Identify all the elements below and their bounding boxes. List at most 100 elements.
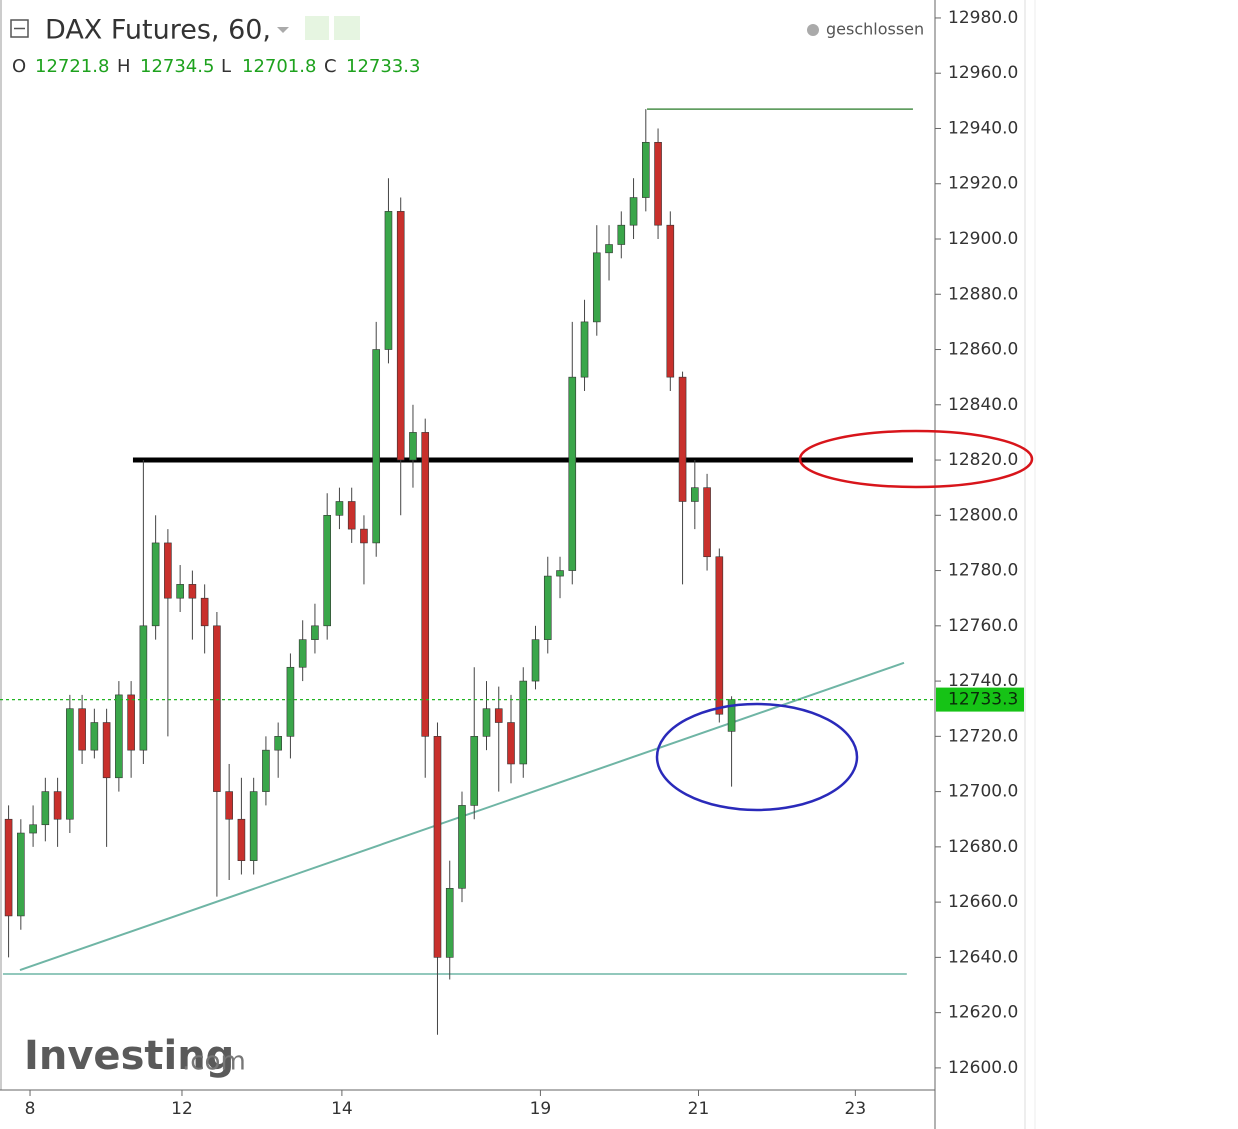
x-tick-label: 19: [530, 1099, 552, 1119]
candle-body: [678, 376, 687, 502]
candle-body: [654, 141, 662, 226]
candle-body: [372, 349, 381, 544]
candle-body: [445, 888, 454, 958]
candle-body: [641, 141, 650, 198]
candle-body: [433, 736, 442, 958]
candle-body: [323, 514, 331, 627]
ohlc-label: O: [12, 56, 26, 77]
chart-title: DAX Futures, 60,: [45, 15, 271, 46]
watermark: Investing: [24, 1033, 234, 1079]
plot: [0, 108, 935, 1035]
y-tick-label: 12960.0: [948, 63, 1018, 83]
candle-body: [311, 625, 319, 640]
ohlc-label: C: [324, 56, 337, 77]
y-tick-label: 12620.0: [948, 1003, 1018, 1023]
status: geschlossen: [826, 20, 924, 39]
indicator-badge: [334, 16, 360, 40]
candle-body: [176, 584, 184, 599]
candle-body: [274, 736, 282, 751]
candle-body: [458, 805, 466, 889]
y-tick-label: 12600.0: [948, 1058, 1018, 1078]
x-tick-label: 21: [688, 1099, 710, 1119]
dropdown-caret[interactable]: [277, 27, 289, 33]
candle-body: [151, 542, 160, 627]
watermark: .com: [182, 1047, 246, 1077]
highlight-ellipse: [798, 429, 1034, 489]
ohlc-value: 12721.8: [35, 56, 109, 77]
candle-body: [519, 680, 528, 765]
y-tick-label: 12900.0: [948, 229, 1018, 249]
candle-body: [482, 708, 491, 737]
y-tick-label: 12940.0: [948, 118, 1018, 138]
indicator-badge: [305, 16, 329, 40]
ohlc-value: 12734.5: [140, 56, 214, 77]
highlight-ellipse: [655, 702, 859, 812]
candle-body: [115, 694, 123, 779]
candle-body: [78, 708, 86, 751]
candle-body: [691, 487, 699, 502]
candle-body: [605, 244, 613, 254]
status-dot: [807, 24, 819, 36]
candle-body: [703, 487, 711, 558]
candle-body: [531, 639, 540, 682]
last-price-box: [936, 687, 1024, 712]
candle-body: [53, 791, 62, 820]
ohlc-label: L: [221, 56, 231, 77]
candle-body: [580, 321, 589, 378]
candle-body: [17, 832, 25, 917]
candle-body: [139, 625, 148, 751]
candle-body: [335, 501, 344, 516]
candle-body: [213, 625, 221, 792]
candle-body: [409, 432, 417, 461]
last-price-label: 12733.3: [948, 690, 1018, 710]
candle-body: [543, 575, 552, 640]
candle-body: [237, 818, 246, 861]
candle-body: [29, 824, 37, 834]
candle-body: [286, 666, 295, 737]
candle-body: [127, 694, 135, 751]
y-tick-label: 12820.0: [948, 450, 1018, 470]
candle-body: [470, 736, 479, 806]
candle-body: [617, 224, 626, 245]
y-tick-label: 12880.0: [948, 284, 1018, 304]
ohlc-value: 12701.8: [242, 56, 316, 77]
y-tick-label: 12660.0: [948, 892, 1018, 912]
candle-body: [188, 584, 197, 599]
candle-body: [66, 708, 74, 820]
y-tick-label: 12720.0: [948, 726, 1018, 746]
candle-body: [298, 639, 307, 668]
y-tick-label: 12760.0: [948, 616, 1018, 636]
candle-body: [200, 597, 209, 627]
candle-body: [727, 699, 736, 732]
y-tick-label: 12920.0: [948, 174, 1018, 194]
ohlc-label: H: [117, 56, 131, 77]
y-tick-label: 12640.0: [948, 947, 1018, 967]
candle-body: [360, 528, 368, 544]
candle-body: [629, 197, 638, 226]
y-tick-label: 12740.0: [948, 671, 1018, 691]
y-tick-label: 12700.0: [948, 782, 1018, 802]
candle-body: [102, 722, 111, 779]
y-tick-label: 12980.0: [948, 8, 1018, 28]
candle-body: [421, 432, 430, 737]
candle-body: [249, 791, 258, 861]
candle-body: [347, 501, 356, 530]
candle-body: [715, 556, 724, 715]
candle-body: [396, 211, 405, 461]
candle-body: [262, 749, 270, 792]
x-tick-label: 14: [331, 1099, 353, 1119]
candle-body: [164, 542, 172, 599]
x-tick-label: 12: [171, 1099, 193, 1119]
candle-body: [666, 224, 675, 378]
candle-body: [384, 211, 393, 350]
candle-body: [556, 570, 564, 577]
candle-body: [568, 376, 577, 571]
x-tick-label: 8: [25, 1099, 36, 1119]
candle-body: [4, 818, 13, 917]
y-tick-label: 12860.0: [948, 340, 1018, 360]
y-tick-label: 12780.0: [948, 561, 1018, 581]
candle-body: [507, 722, 515, 765]
collapse-icon[interactable]: [10, 19, 29, 38]
